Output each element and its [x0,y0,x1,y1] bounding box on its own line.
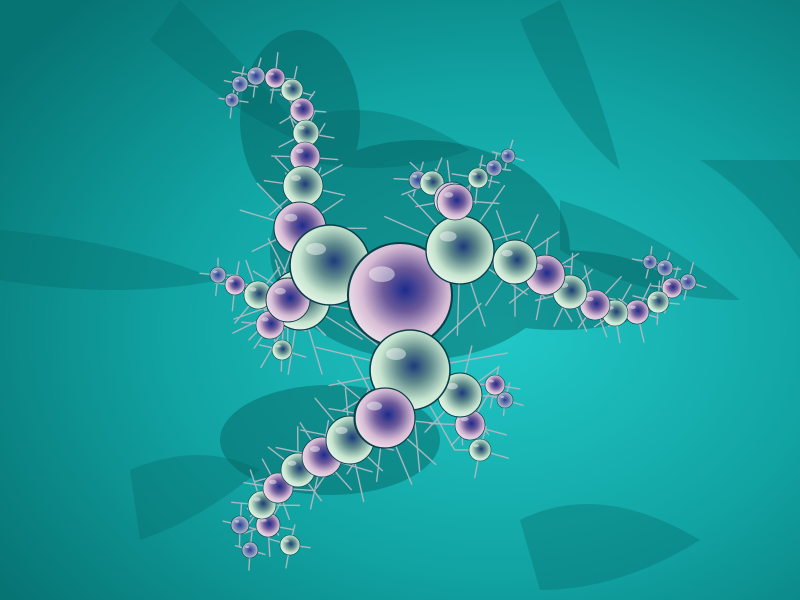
bubble-highlight [472,173,477,176]
bubble-highlight [489,380,494,383]
bubble-highlight [276,345,281,348]
arm-2-bubble [657,260,673,276]
bubble-highlight [262,317,269,321]
bubble-highlight [336,427,348,434]
spike [272,156,290,157]
bubble-highlight [489,164,493,166]
arm-0-bubble [225,93,239,107]
bubble-highlight [473,444,479,447]
bubble-highlight [310,446,320,452]
spike [669,303,679,304]
bubble-highlight [666,283,671,286]
bubble-highlight [269,480,277,485]
bubble-highlight [284,214,297,222]
arm-0-bubble [283,166,323,206]
bubble-highlight [295,103,301,107]
spike [651,247,652,255]
spike [659,281,660,291]
arm-3-bubble [280,535,300,555]
arm-0-bubble [247,67,265,85]
arm-5-bubble [225,275,245,295]
arm-5-bubble [272,340,292,360]
bubble-highlight [440,231,457,241]
arm-0-bubble [290,98,314,122]
arm-2-bubble [647,291,669,313]
bubble-highlight [504,152,508,154]
bubble-highlight [235,520,240,523]
arm-0-bubble [232,76,248,92]
arm-2-bubble [625,300,649,324]
arm-5-bubble [210,267,226,283]
spike [314,111,326,112]
bubble-highlight [269,73,274,76]
bubble-highlight [250,287,257,291]
arm-3-bubble [231,516,249,534]
bubble-highlight [586,297,594,302]
center-bubble-right [426,216,494,284]
bubble-highlight [254,497,261,501]
bubble-highlight [660,264,664,266]
bubble-highlight [651,296,657,299]
arm-3-bubble [242,542,258,558]
bubble-highlight [386,348,406,360]
arm-2-bubble [643,255,657,269]
bubble-highlight [306,243,326,255]
arm-4-bubble [469,439,491,461]
bubble-highlight [413,175,418,178]
arm-2-bubble [680,274,696,290]
arm-4-bubble [485,375,505,395]
bubble-highlight [275,288,286,295]
arm-0-bubble [281,79,303,101]
bubble-highlight [298,126,305,130]
bubble-highlight [284,540,289,543]
bubble-highlight [646,258,650,260]
arm-1-bubble [501,149,515,163]
spike [249,558,250,570]
bubble-highlight [367,402,382,411]
arm-4-bubble [497,392,513,408]
bubble-highlight [228,96,232,98]
bubble-highlight [630,305,636,309]
bubble-highlight [288,461,297,466]
bubble-highlight [213,271,217,273]
spike [200,273,210,274]
bubble-highlight [502,250,513,257]
bubble-highlight [251,71,256,74]
bubble-highlight [461,417,469,422]
bubble-highlight [500,396,504,398]
spike [504,408,505,415]
top-bubble [437,184,473,220]
bubble-highlight [291,175,301,181]
center-bubble-lower-2 [355,388,415,448]
spike [241,504,242,516]
bubble-highlight [425,176,431,180]
spike [219,98,225,99]
bubble-highlight [444,192,453,197]
spike [394,179,409,180]
bubble-highlight [229,280,234,283]
arm-2-bubble [493,240,537,284]
bubble-highlight [369,266,395,282]
bubble-highlight [296,149,304,154]
bubble-highlight [235,80,239,82]
bubble-highlight [245,546,249,548]
bubble-highlight [683,278,687,280]
arm-1-bubble [486,160,502,176]
bubble-highlight [447,383,458,390]
bubble-highlight [285,84,291,87]
arm-1-bubble [468,168,488,188]
